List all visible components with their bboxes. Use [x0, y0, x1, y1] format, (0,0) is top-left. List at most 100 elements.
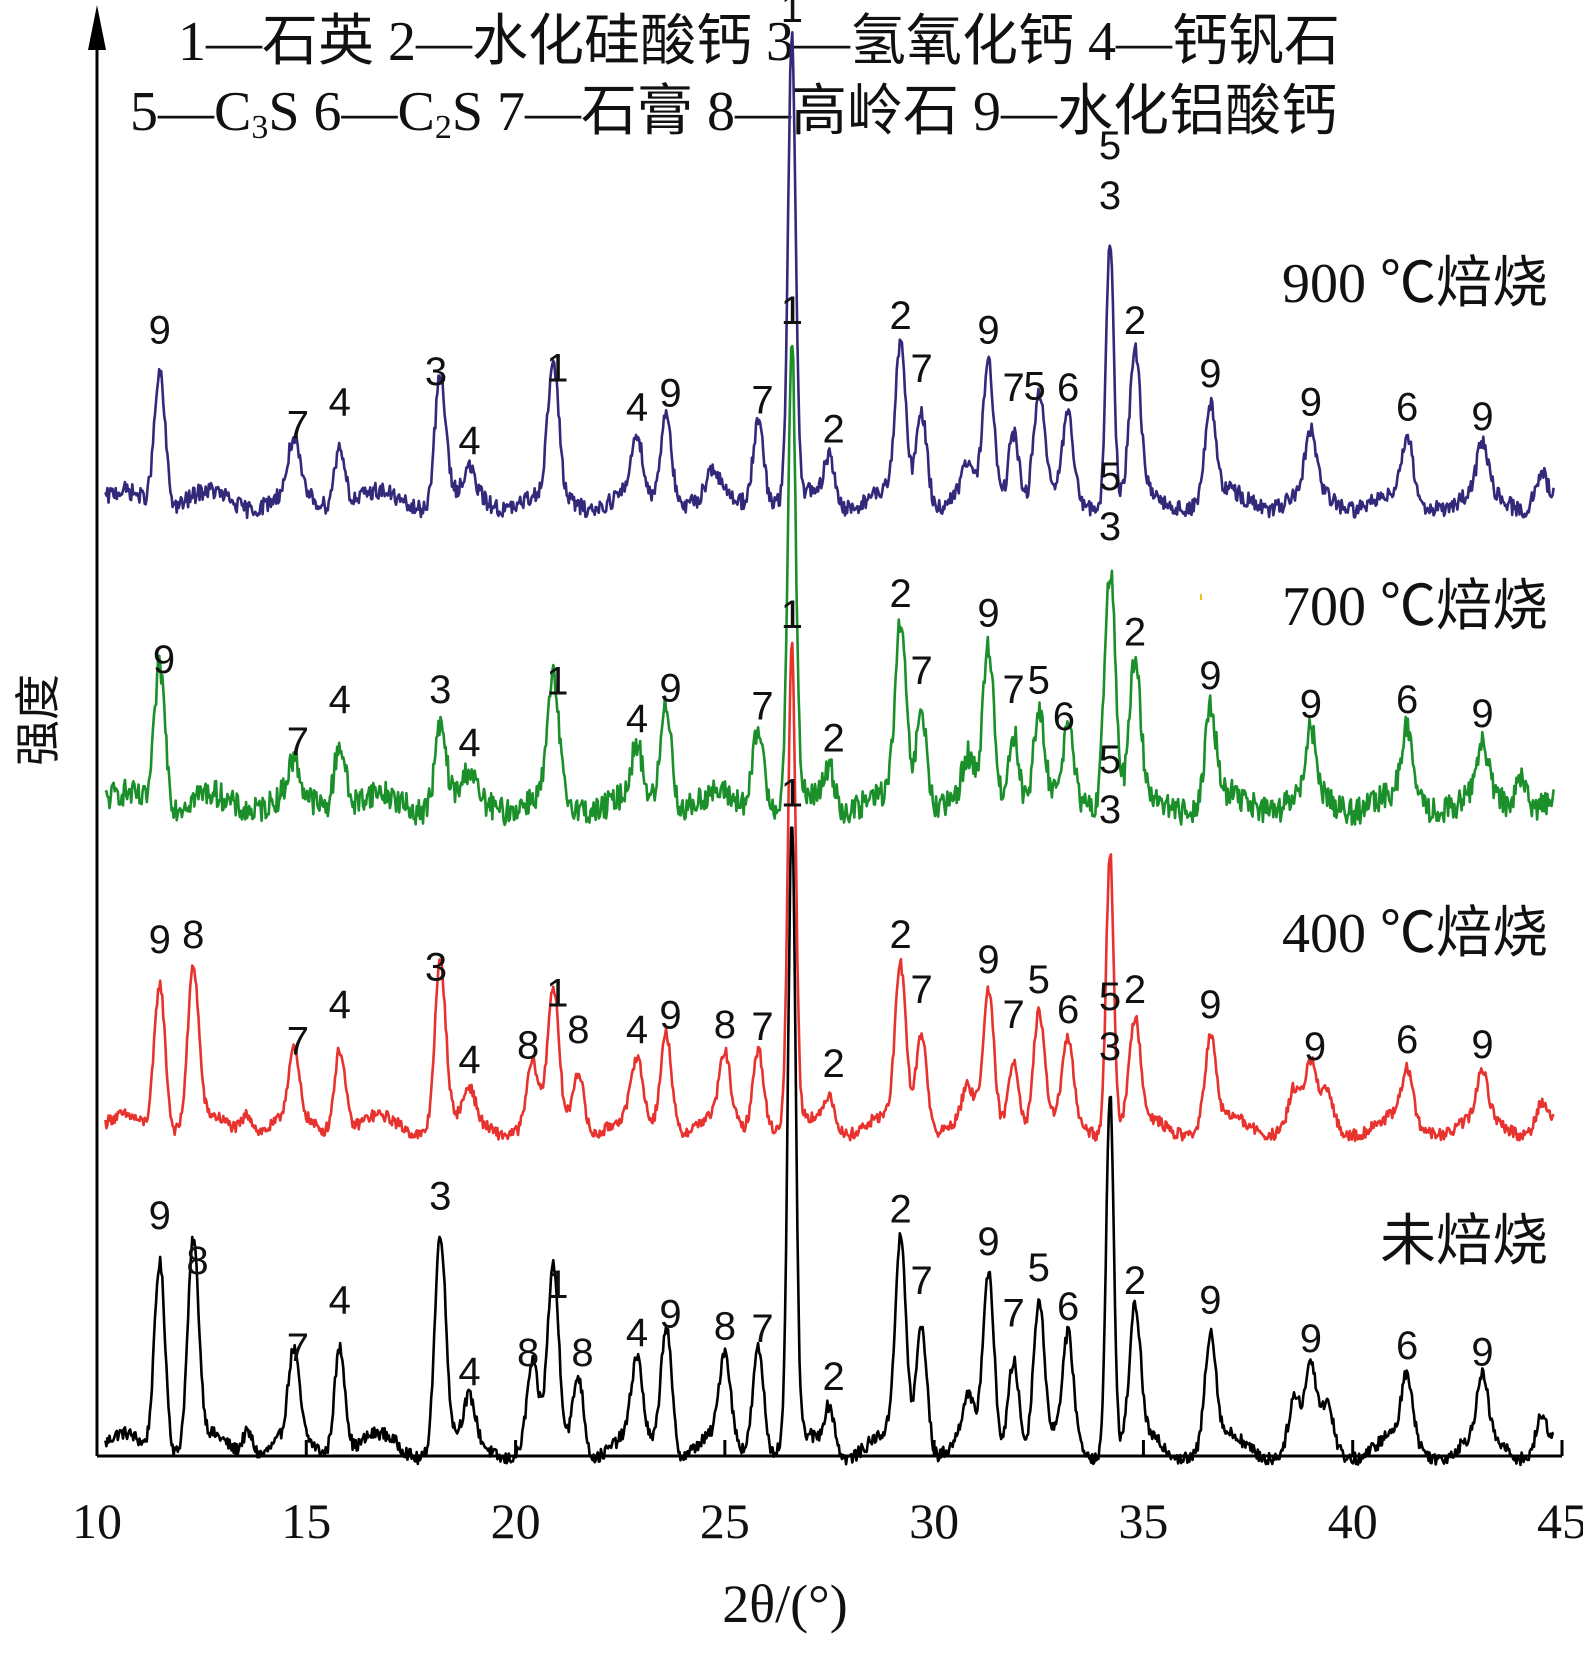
peak-label: 9	[977, 309, 999, 353]
peak-label: 6	[1057, 988, 1079, 1032]
peak-label: 4	[329, 381, 351, 425]
peak-label: 6	[1396, 385, 1418, 429]
peak-label: 5	[1023, 364, 1045, 408]
peak-label: 7	[751, 379, 773, 423]
peak-label: 3	[425, 945, 447, 989]
peak-label: 9	[977, 591, 999, 635]
peak-label: 9	[1471, 692, 1493, 736]
peak-label: 8	[571, 1331, 593, 1375]
peak-label: 4	[458, 721, 480, 765]
peak-label: 9	[1471, 1331, 1493, 1375]
legend-item-text: S	[452, 81, 483, 143]
peak-label: 5	[1099, 738, 1121, 782]
peak-label: 3	[1099, 788, 1121, 832]
peak-label: 7	[910, 649, 932, 693]
x-tick-label: 40	[1328, 1493, 1378, 1549]
x-tick-label: 20	[491, 1493, 541, 1549]
peak-label: 1	[546, 659, 568, 703]
peak-label: 4	[329, 1279, 351, 1323]
peak-label: 9	[659, 1292, 681, 1336]
peak-label: 9	[1199, 1279, 1221, 1323]
peak-label: 2	[890, 294, 912, 338]
peak-label: 7	[287, 404, 309, 448]
legend-line-2: 5—C3S 6—C2S 7—石膏 8—高岭石 9—水化铝酸钙	[130, 81, 1337, 146]
peak-label: 4	[458, 1350, 480, 1394]
y-axis-arrow	[88, 5, 106, 50]
peak-label: 9	[1304, 1025, 1326, 1069]
peak-label: 3	[1099, 1025, 1121, 1069]
peak-label: 4	[626, 697, 648, 741]
series-label: 400 ℃焙烧	[1282, 903, 1548, 965]
peak-label: 4	[329, 983, 351, 1027]
peak-label: 7	[751, 1307, 773, 1351]
x-tick-label: 25	[700, 1493, 750, 1549]
peak-label: 9	[1471, 395, 1493, 439]
stray-mark	[1200, 594, 1202, 600]
peak-label: 1	[546, 1263, 568, 1307]
peak-label: 1	[546, 347, 568, 391]
peak-label: 1	[781, 0, 803, 31]
series-label: 700 ℃焙烧	[1282, 576, 1548, 638]
peak-label: 2	[890, 1187, 912, 1231]
series-line	[104, 344, 1555, 827]
peak-label: 1	[781, 593, 803, 637]
peak-label: 9	[1300, 1317, 1322, 1361]
peak-label: 5	[1099, 455, 1121, 499]
peak-label: 3	[429, 668, 451, 712]
peak-label: 5	[1099, 124, 1121, 168]
peak-label: 9	[1300, 683, 1322, 727]
peak-label: 2	[1124, 1259, 1146, 1303]
legend-item-text: 6—C	[300, 81, 435, 143]
peak-label: 6	[1057, 1285, 1079, 1329]
peak-label: 4	[458, 419, 480, 463]
series-label: 900 ℃焙烧	[1282, 253, 1548, 315]
peak-label: 6	[1053, 695, 1075, 739]
peak-label: 3	[429, 1175, 451, 1219]
peak-label: 7	[1003, 1291, 1025, 1335]
peak-label: 5	[1028, 958, 1050, 1002]
x-tick-label: 15	[281, 1493, 331, 1549]
peak-label: 7	[287, 1020, 309, 1064]
peak-label: 6	[1057, 366, 1079, 410]
peak-label: 9	[977, 938, 999, 982]
series-line	[104, 641, 1555, 1143]
peak-label: 6	[1396, 678, 1418, 722]
axes	[95, 25, 1562, 1458]
peak-label: 8	[567, 1008, 589, 1052]
x-tick-label: 35	[1118, 1493, 1168, 1549]
peak-label: 8	[182, 913, 204, 957]
peak-label: 4	[329, 678, 351, 722]
x-axis-label: 2θ/(°)	[722, 1574, 847, 1634]
legend-item-text: S	[268, 81, 299, 143]
x-tick-label: 30	[909, 1493, 959, 1549]
peak-label: 9	[977, 1220, 999, 1264]
peak-label: 2	[823, 1355, 845, 1399]
peak-label: 8	[186, 1239, 208, 1283]
series-line	[104, 30, 1555, 520]
legend: 1—石英 2—水化硅酸钙 3—氢氧化钙 4—钙钒石 5—C3S 6—C2S 7—…	[130, 11, 1340, 146]
peak-label: 4	[626, 1311, 648, 1355]
legend-line-1: 1—石英 2—水化硅酸钙 3—氢氧化钙 4—钙钒石	[178, 11, 1340, 73]
peak-label: 3	[425, 350, 447, 394]
x-tick-label: 45	[1537, 1493, 1583, 1549]
peak-label: 1	[546, 971, 568, 1015]
peak-label: 6	[1396, 1018, 1418, 1062]
peak-label: 9	[659, 666, 681, 710]
peak-label: 2	[823, 716, 845, 760]
peak-label: 4	[626, 385, 648, 429]
series-label: 未焙烧	[1380, 1211, 1548, 1273]
peak-label: 8	[517, 1331, 539, 1375]
peak-label: 6	[1396, 1324, 1418, 1368]
x-ticks: 10 15 20 25 30 35 40 45	[72, 1440, 1583, 1549]
peak-label: 8	[714, 1305, 736, 1349]
legend-subscript: 2	[435, 109, 452, 146]
peak-label: 2	[823, 1042, 845, 1086]
peak-label: 8	[714, 1003, 736, 1047]
series-layer	[104, 30, 1555, 1467]
x-tick-label: 10	[72, 1493, 122, 1549]
peak-label: 9	[149, 1194, 171, 1238]
peak-label: 7	[751, 684, 773, 728]
series-labels: 未焙烧 400 ℃焙烧 700 ℃焙烧 900 ℃焙烧	[1282, 253, 1548, 1273]
